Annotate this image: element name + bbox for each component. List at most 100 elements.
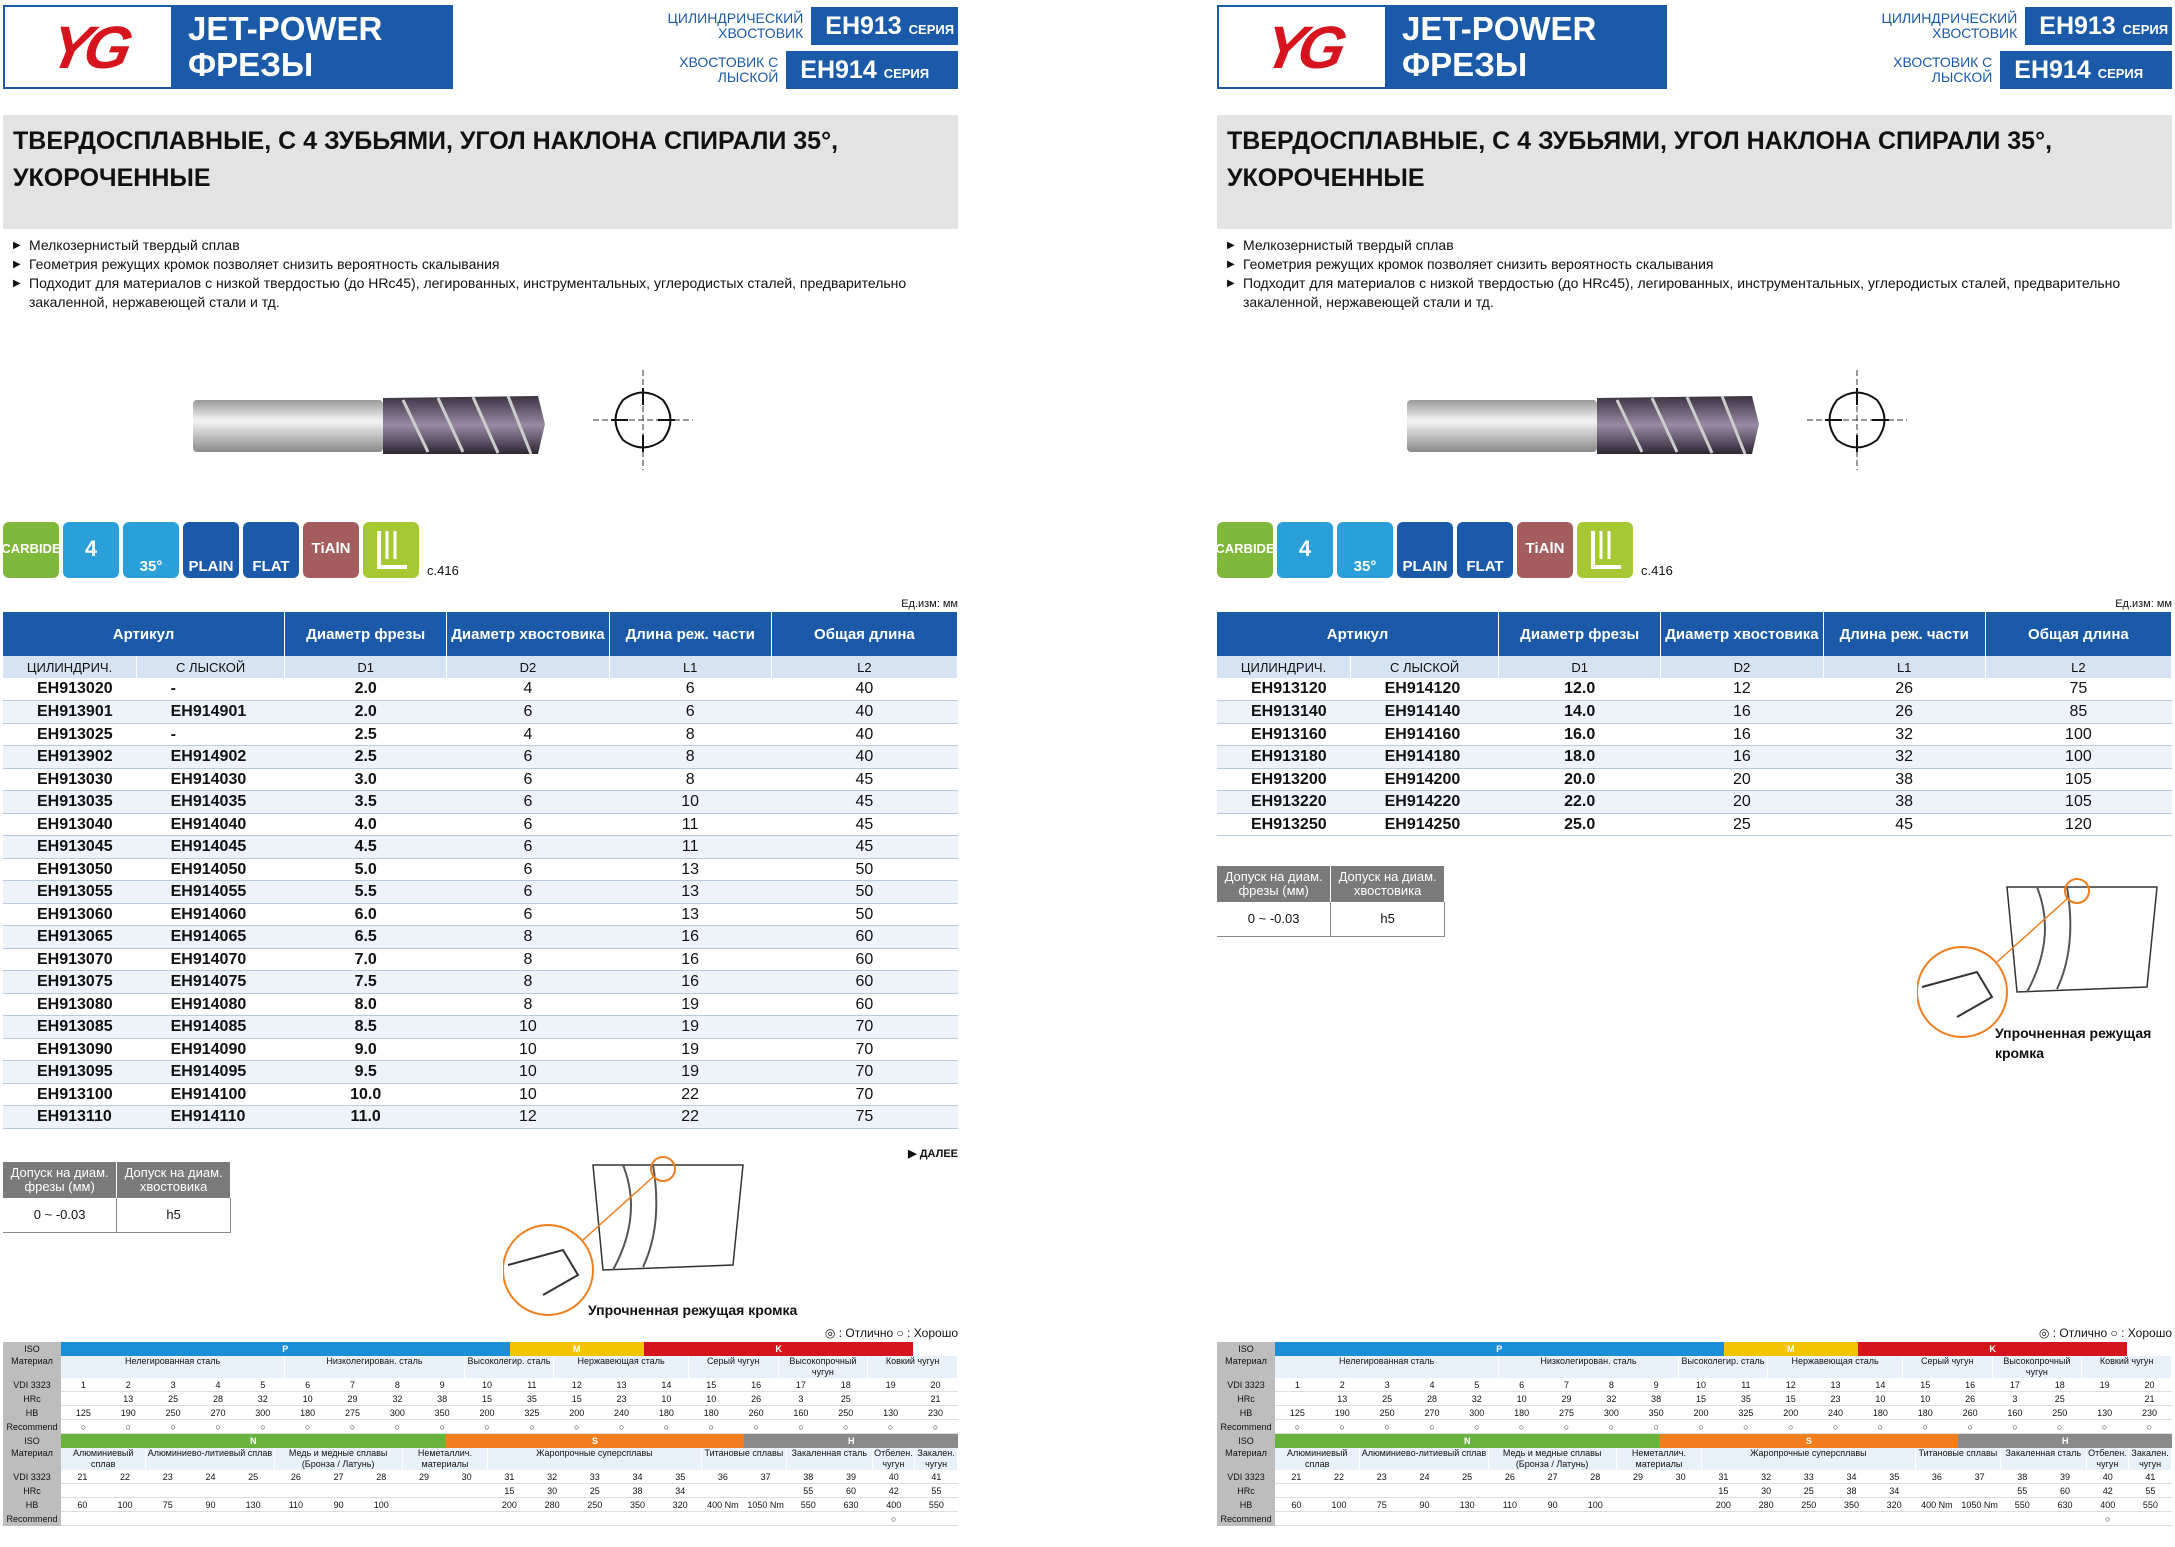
article-cell[interactable]: EH914100	[136, 1083, 285, 1106]
article-cell[interactable]: EH914902	[136, 745, 285, 769]
article-cell[interactable]: EH914035	[136, 790, 285, 814]
article-cell[interactable]: EH914080	[136, 993, 285, 1016]
material-name: Отбелен. чугун	[2086, 1448, 2130, 1470]
article-cell[interactable]: EH913025	[3, 723, 137, 746]
article-cell[interactable]: EH914060	[136, 903, 285, 926]
article-cell[interactable]: EH913045	[3, 835, 137, 859]
article-cell[interactable]: EH913080	[3, 993, 137, 1016]
article-cell[interactable]: EH913060	[3, 903, 137, 926]
article-cell[interactable]: EH913100	[3, 1083, 137, 1106]
material-value: 25	[1445, 1470, 1489, 1484]
value-cell: 16.0	[1498, 723, 1661, 746]
material-value: 12	[554, 1378, 600, 1392]
material-name: Медь и медные сплавы (Бронза / Латунь)	[1488, 1448, 1617, 1470]
article-cell[interactable]: EH914085	[136, 1015, 285, 1039]
material-value: 55	[915, 1484, 958, 1498]
article-cell[interactable]: EH913095	[3, 1060, 137, 1084]
table-header: Артикул	[3, 612, 286, 656]
material-row-label: HRc	[3, 1484, 61, 1498]
material-value: ○	[1633, 1420, 1679, 1434]
article-cell[interactable]: EH914901	[136, 700, 285, 724]
material-iso-row: ISO N S H	[1217, 1434, 2172, 1448]
article-cell[interactable]: EH913110	[3, 1105, 137, 1129]
article-cell[interactable]: EH913030	[3, 768, 137, 791]
material-value	[231, 1484, 275, 1498]
article-cell[interactable]: EH913901	[3, 700, 137, 724]
article-cell[interactable]: -	[136, 678, 285, 701]
article-cell[interactable]: EH913085	[3, 1015, 137, 1039]
article-cell[interactable]: EH913120	[1217, 678, 1351, 701]
value-cell: 4.0	[284, 813, 447, 836]
article-cell[interactable]: EH914090	[136, 1038, 285, 1061]
article-cell[interactable]: EH914030	[136, 768, 285, 791]
material-iso-row: ISO P M K	[3, 1342, 958, 1356]
feature-item: Подходит для материалов с низкой твердос…	[13, 274, 943, 312]
value-cell: 70	[771, 1038, 958, 1061]
article-cell[interactable]: EH914200	[1350, 768, 1499, 791]
coolant-icon	[1577, 522, 1633, 578]
article-cell[interactable]: EH913020	[3, 678, 137, 701]
article-cell[interactable]: EH913250	[1217, 813, 1351, 836]
material-value	[616, 1512, 659, 1526]
series-code: EH914 СЕРИЯ	[2000, 51, 2172, 89]
article-cell[interactable]: EH913055	[3, 880, 137, 904]
article-cell[interactable]: EH913065	[3, 925, 137, 949]
value-cell: 6	[609, 700, 772, 724]
material-name: Неметаллич. материалы	[1616, 1448, 1703, 1470]
material-value: 41	[2129, 1470, 2172, 1484]
article-cell[interactable]: EH914070	[136, 948, 285, 971]
article-cell[interactable]: EH914045	[136, 835, 285, 859]
article-cell[interactable]: EH914110	[136, 1105, 285, 1129]
table-header-row: Артикул Диаметр фрезы Диаметр хвостовика Дл…	[1217, 612, 2173, 656]
material-value: 15	[464, 1392, 510, 1406]
article-cell[interactable]: EH913180	[1217, 745, 1351, 769]
article-cell[interactable]: EH914250	[1350, 813, 1499, 836]
article-cell[interactable]: EH913090	[3, 1038, 137, 1061]
material-value: 320	[658, 1498, 702, 1512]
article-cell[interactable]: EH913035	[3, 790, 137, 814]
material-value: 9	[1633, 1378, 1679, 1392]
article-cell[interactable]: -	[136, 723, 285, 746]
material-value	[829, 1512, 873, 1526]
plain-shank-icon: PLAIN	[183, 522, 239, 578]
article-cell[interactable]: EH914220	[1350, 790, 1499, 814]
table-header: Длина реж. части	[1823, 612, 1986, 656]
material-value	[445, 1484, 489, 1498]
material-value	[2129, 1512, 2172, 1526]
article-cell[interactable]: EH913902	[3, 745, 137, 769]
article-cell[interactable]: EH914095	[136, 1060, 285, 1084]
article-cell[interactable]: EH914055	[136, 880, 285, 904]
article-cell[interactable]: EH914040	[136, 813, 285, 836]
article-cell[interactable]: EH914075	[136, 970, 285, 994]
material-value: 250	[2037, 1406, 2083, 1420]
material-name: Нержавеющая сталь	[554, 1356, 689, 1378]
article-cell[interactable]: EH913160	[1217, 723, 1351, 746]
value-cell: 70	[771, 1060, 958, 1084]
value-cell: 75	[1985, 678, 2172, 701]
article-cell[interactable]: EH913140	[1217, 700, 1351, 724]
article-cell[interactable]: EH914065	[136, 925, 285, 949]
article-cell[interactable]: EH914050	[136, 858, 285, 881]
tolerance-value-row: 0 ~ -0.03 h5	[3, 1198, 231, 1233]
article-cell[interactable]: EH914140	[1350, 700, 1499, 724]
material-value: 38	[616, 1484, 659, 1498]
article-cell[interactable]: EH913075	[3, 970, 137, 994]
article-cell[interactable]: EH914120	[1350, 678, 1499, 701]
next-page-link[interactable]: ▶ ДАЛЕЕ	[908, 1148, 958, 1160]
material-value	[744, 1484, 787, 1498]
material-value: 6	[285, 1378, 331, 1392]
article-cell[interactable]: EH913220	[1217, 790, 1351, 814]
material-value	[1915, 1512, 1959, 1526]
article-cell[interactable]: EH913070	[3, 948, 137, 971]
material-value: ○	[599, 1420, 644, 1434]
article-cell[interactable]: EH913040	[3, 813, 137, 836]
article-cell[interactable]: EH913200	[1217, 768, 1351, 791]
table-row: EH913110 EH914110 11.0 12 22 75	[3, 1105, 958, 1129]
material-value	[445, 1512, 489, 1526]
table-row: EH913901 EH914901 2.0 6 6 40	[3, 700, 958, 724]
article-cell[interactable]: EH913050	[3, 858, 137, 881]
material-value	[1360, 1512, 1404, 1526]
material-value: ○	[1319, 1420, 1365, 1434]
article-cell[interactable]: EH914180	[1350, 745, 1499, 769]
article-cell[interactable]: EH914160	[1350, 723, 1499, 746]
